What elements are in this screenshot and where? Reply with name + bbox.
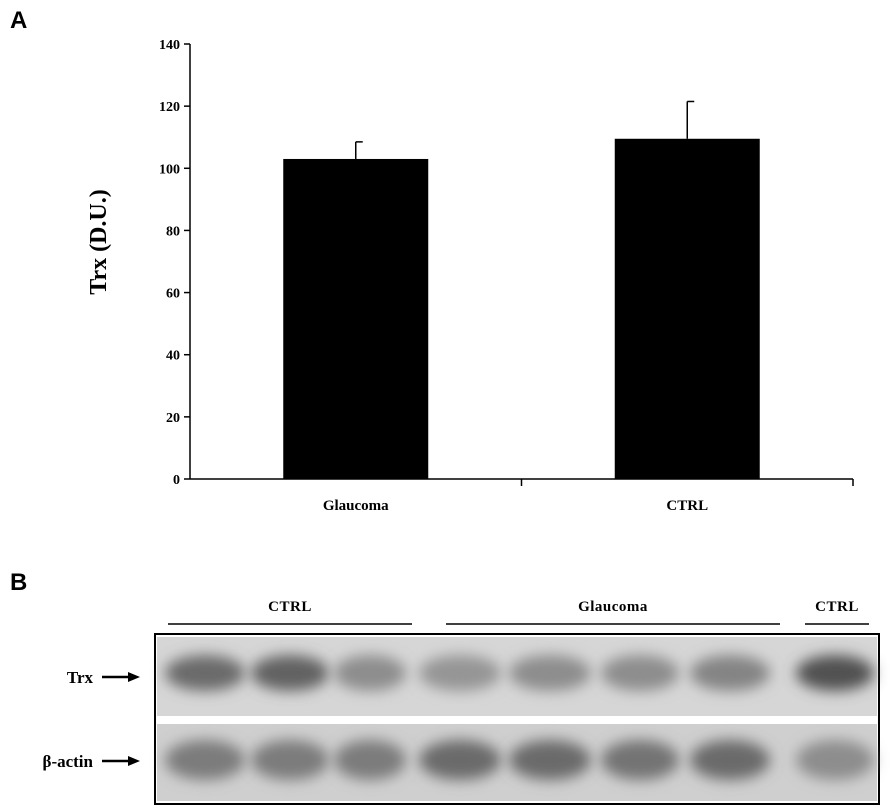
actin-band (334, 740, 406, 780)
bar-ctrl (614, 138, 760, 479)
western-blot: CTRL Glaucoma CTRL Trx β-actin (42, 599, 880, 805)
actin-band (690, 740, 770, 780)
actin-band (419, 740, 501, 780)
y-tick-label: 120 (159, 100, 180, 115)
actin-band (509, 740, 591, 780)
x-category-label: Glaucoma (323, 498, 389, 514)
group-label: Glaucoma (578, 599, 648, 615)
bar-glaucoma (283, 158, 429, 479)
trx-band (509, 655, 591, 691)
y-tick-label: 20 (166, 411, 180, 426)
panel-b-letter: B (10, 569, 27, 596)
panel-a-letter: A (10, 7, 27, 34)
actin-band (601, 740, 679, 780)
actin-band (796, 740, 874, 780)
trx-band (334, 655, 406, 691)
group-label: CTRL (268, 599, 312, 615)
y-axis-title: Trx (D.U.) (86, 189, 112, 295)
row-label: Trx (67, 668, 94, 687)
actin-band (165, 740, 245, 780)
y-tick-label: 100 (159, 162, 180, 177)
actin-band (251, 740, 329, 780)
y-tick-label: 80 (166, 224, 180, 239)
x-category-label: CTRL (666, 498, 708, 514)
arrow-head (128, 756, 140, 766)
y-tick-label: 140 (159, 38, 180, 53)
trx-band (251, 655, 329, 691)
y-tick-label: 60 (166, 287, 180, 302)
y-tick-label: 0 (173, 473, 180, 488)
bar-chart: 0 20 40 60 80 100 120 140 Glaucoma CTRL (159, 38, 854, 514)
row-label: β-actin (42, 752, 93, 771)
trx-band (796, 655, 874, 691)
y-tick-label: 40 (166, 349, 180, 364)
trx-band (690, 655, 770, 691)
arrow-head (128, 672, 140, 682)
trx-band (419, 655, 501, 691)
trx-band (165, 655, 245, 691)
trx-band (601, 655, 679, 691)
group-label: CTRL (815, 599, 859, 615)
